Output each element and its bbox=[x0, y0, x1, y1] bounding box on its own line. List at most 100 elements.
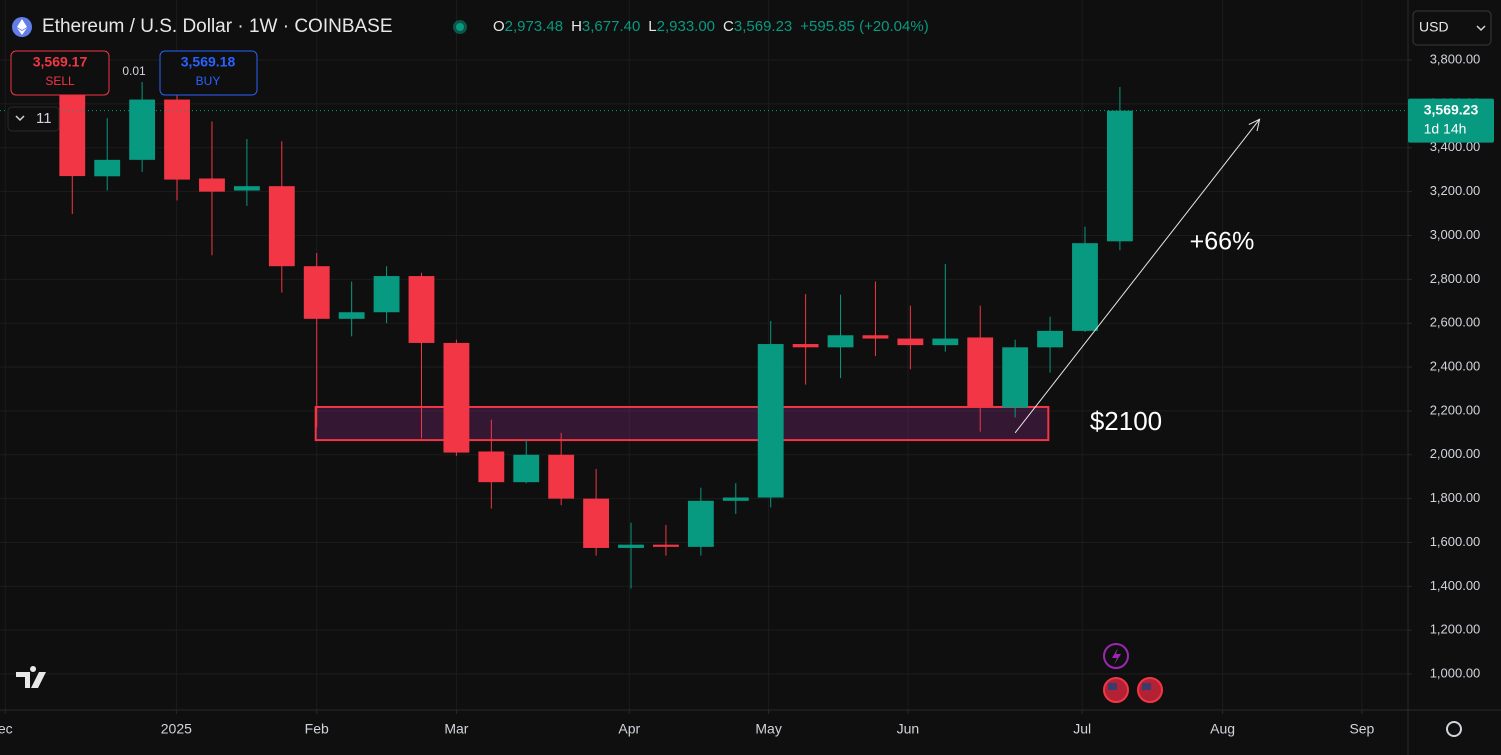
settings-icon[interactable] bbox=[1446, 721, 1462, 737]
candle-body bbox=[1072, 243, 1098, 331]
candle-body bbox=[164, 99, 190, 180]
y-tick-label: 1,600.00 bbox=[1430, 534, 1481, 549]
arrow-head bbox=[1248, 118, 1261, 132]
spread: 0.01 bbox=[122, 64, 146, 78]
candle-body bbox=[59, 82, 86, 177]
y-tick-label: 3,000.00 bbox=[1430, 227, 1481, 242]
x-tick-label: ec bbox=[0, 721, 13, 737]
eth-glyph bbox=[17, 19, 27, 35]
y-tick-label: 3,800.00 bbox=[1430, 52, 1481, 67]
candle-body bbox=[443, 342, 470, 453]
indicators-toggle[interactable] bbox=[7, 106, 60, 132]
chevron bbox=[1476, 25, 1486, 32]
candle-body bbox=[932, 338, 959, 346]
ohlc-key: H bbox=[571, 18, 582, 35]
y-tick-label: 3,400.00 bbox=[1430, 139, 1481, 154]
candle-body bbox=[129, 99, 156, 160]
y-tick-label: 1,400.00 bbox=[1430, 578, 1481, 593]
candle-body bbox=[827, 335, 854, 348]
status-dot-core bbox=[456, 23, 464, 31]
logo[interactable] bbox=[16, 666, 46, 688]
flag-canton bbox=[1142, 683, 1151, 690]
candle-body bbox=[967, 337, 994, 408]
candle-body bbox=[408, 276, 435, 343]
y-tick-label: 2,600.00 bbox=[1430, 315, 1481, 330]
currency: USD bbox=[1419, 19, 1449, 35]
indicators-count: 11 bbox=[36, 110, 52, 127]
sell-button[interactable] bbox=[10, 50, 110, 96]
candle-body bbox=[94, 159, 121, 177]
candle-body bbox=[862, 335, 889, 339]
y-tick-label: 1,200.00 bbox=[1430, 622, 1481, 637]
candle-body bbox=[583, 498, 610, 548]
x-tick-label: 2025 bbox=[161, 721, 192, 737]
candle-body bbox=[897, 338, 924, 346]
y-tick-label: 1,000.00 bbox=[1430, 665, 1481, 680]
ohlc-legend: O2,973.48 H3,677.40 L2,933.00 C3,569.23 +595… bbox=[493, 18, 929, 35]
candle-body bbox=[268, 186, 295, 267]
plot bbox=[0, 60, 1408, 589]
trend-arrow bbox=[1014, 118, 1260, 434]
candle-body bbox=[303, 266, 330, 319]
x-tick-label: Mar bbox=[444, 721, 468, 737]
candle-body bbox=[1106, 110, 1133, 242]
candle-body bbox=[653, 544, 679, 547]
x-tick-label: Apr bbox=[618, 721, 640, 737]
candle-body bbox=[1002, 347, 1029, 408]
candle-body bbox=[478, 451, 505, 483]
candle-body bbox=[548, 454, 575, 499]
annotation: +66% bbox=[1190, 228, 1255, 256]
candle-body bbox=[757, 344, 784, 498]
sell-price: 3,569.17 bbox=[33, 54, 88, 70]
annotation: $2100 bbox=[1090, 406, 1162, 436]
y-tick-label: 2,800.00 bbox=[1430, 271, 1481, 286]
ohlc-values: O2,973.48 H3,677.40 L2,933.00 C3,569.23 +595… bbox=[493, 18, 929, 35]
candle-body bbox=[513, 454, 540, 483]
y-tick-label: 2,400.00 bbox=[1430, 358, 1481, 373]
x-tick-label: Jun bbox=[897, 721, 920, 737]
price-tag bbox=[1408, 98, 1494, 143]
candle-body bbox=[233, 186, 260, 191]
candle-body bbox=[792, 344, 819, 348]
candle-body bbox=[1037, 330, 1063, 348]
support-zone bbox=[314, 405, 1050, 442]
ohlc-value: 2,933.00 bbox=[657, 18, 715, 35]
buy-label: BUY bbox=[196, 74, 221, 88]
axes: 3,800.003,600.003,400.003,200.003,000.00… bbox=[0, 52, 1494, 737]
chevron bbox=[15, 115, 25, 122]
candle-body bbox=[722, 497, 749, 501]
event-icon[interactable] bbox=[1103, 643, 1129, 669]
y-tick-label: 2,000.00 bbox=[1430, 446, 1481, 461]
price-tag-countdown: 1d 14h bbox=[1424, 120, 1467, 136]
x-tick-label: Jul bbox=[1073, 721, 1091, 737]
ohlc-key: L bbox=[648, 18, 656, 35]
y-tick-label: 2,200.00 bbox=[1430, 402, 1481, 417]
candle-body bbox=[687, 500, 714, 547]
ohlc-key: C bbox=[723, 18, 734, 35]
candle-body bbox=[338, 312, 365, 319]
x-tick-label: Feb bbox=[305, 721, 329, 737]
currency-select[interactable] bbox=[1412, 10, 1492, 46]
price-tag-label: 3,569.23 bbox=[1424, 101, 1479, 117]
flag-canton bbox=[1108, 683, 1117, 690]
sell-label: SELL bbox=[45, 74, 75, 88]
ohlc-key: O bbox=[493, 18, 505, 35]
buy-button[interactable] bbox=[159, 50, 258, 96]
ohlc-value: 3,677.40 bbox=[582, 18, 640, 35]
ohlc-value: 2,973.48 bbox=[505, 18, 563, 35]
bolt bbox=[1112, 648, 1121, 665]
y-tick-label: 3,200.00 bbox=[1430, 183, 1481, 198]
candle-body bbox=[199, 178, 225, 192]
candle-body bbox=[373, 276, 400, 313]
x-tick-label: May bbox=[755, 721, 781, 737]
candle-body bbox=[618, 544, 644, 548]
x-tick-label: Aug bbox=[1210, 721, 1235, 737]
x-tick-label: Sep bbox=[1349, 721, 1374, 737]
y-tick-label: 1,800.00 bbox=[1430, 490, 1481, 505]
ohlc-value: 3,569.23 bbox=[734, 18, 792, 35]
change: +595.85 (+20.04%) bbox=[800, 18, 928, 35]
symbol-title: Ethereum / U.S. Dollar · 1W · COINBASE bbox=[42, 16, 393, 37]
